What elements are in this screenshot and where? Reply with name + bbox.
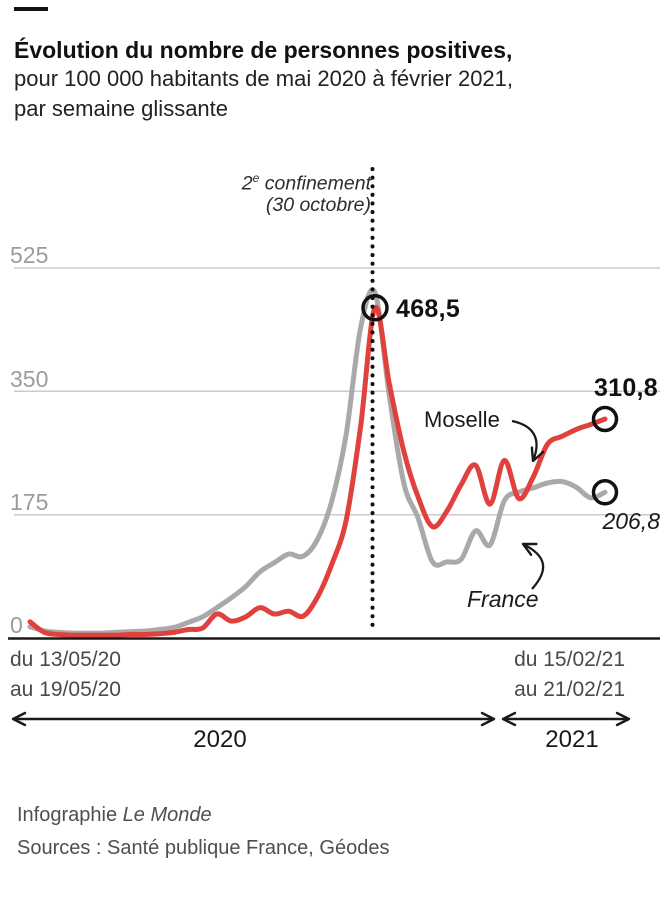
x-axis-end-line1: du 15/02/21 — [514, 648, 625, 671]
timeline-year-2021: 2021 — [545, 726, 599, 753]
y-tick-525: 525 — [10, 242, 49, 268]
x-axis-start-line1: du 13/05/20 — [10, 648, 121, 671]
subtitle-line-1: pour 100 000 habitants de mai 2020 à fév… — [14, 66, 514, 91]
page-subtitle: pour 100 000 habitants de mai 2020 à fév… — [14, 64, 634, 123]
x-axis-end-line2: au 21/02/21 — [514, 678, 625, 701]
confinement-annotation-line1: 2e confinement — [241, 171, 371, 195]
credit-prefix: Infographie — [17, 804, 123, 826]
sources-line: Sources : Santé publique France, Géodes — [17, 837, 390, 859]
header-rule — [14, 7, 48, 11]
x-axis-end-label: du 15/02/21 au 21/02/21 — [514, 645, 625, 705]
france-end-value-label: 206,8 — [602, 508, 660, 534]
timeline-year-2020: 2020 — [193, 726, 247, 753]
moselle-end-value-label: 310,8 — [593, 374, 658, 402]
y-tick-350: 350 — [10, 366, 49, 392]
credit-line: Infographie Le Monde — [17, 804, 212, 827]
credit-publisher: Le Monde — [122, 804, 212, 826]
series-label-france: France — [467, 586, 539, 612]
y-tick-175: 175 — [10, 489, 49, 515]
x-axis-start-line2: au 19/05/20 — [10, 678, 121, 701]
series-label-moselle: Moselle — [424, 407, 500, 432]
x-axis-start-label: du 13/05/20 au 19/05/20 — [10, 645, 121, 705]
y-tick-0: 0 — [10, 612, 23, 638]
page-title: Évolution du nombre de personnes positiv… — [14, 37, 513, 63]
confinement-annotation-line2: (30 octobre) — [265, 193, 371, 216]
subtitle-line-2: par semaine glissante — [14, 95, 229, 121]
confinement-annotation: 2e confinement (30 octobre) — [242, 168, 371, 216]
peak-value-label: 468,5 — [396, 295, 461, 323]
